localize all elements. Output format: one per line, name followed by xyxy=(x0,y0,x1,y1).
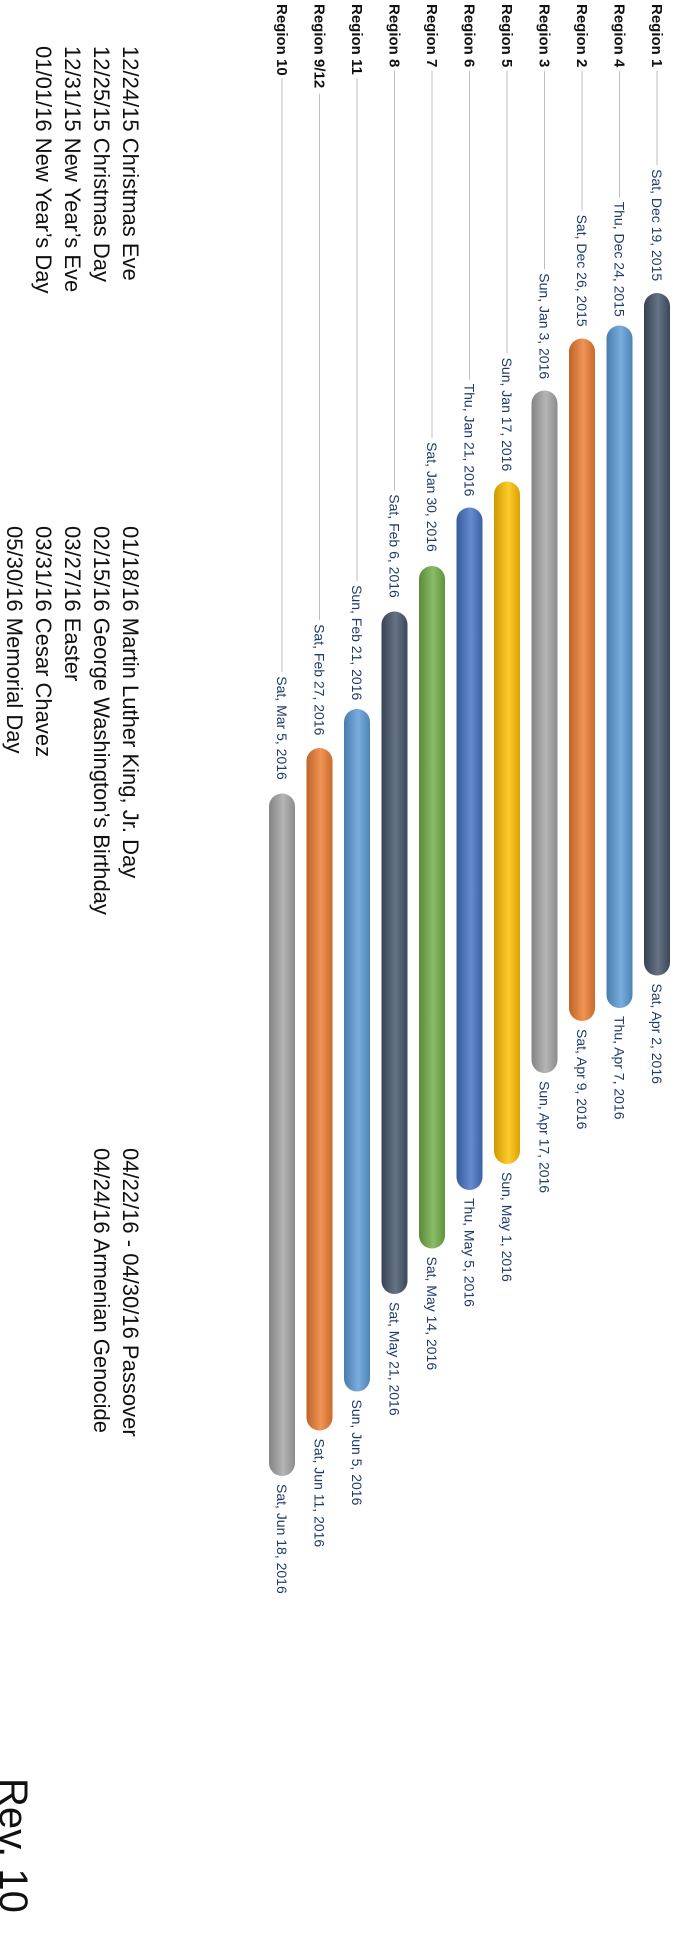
gantt-row: Region 2 Sat, Dec 26, 2015 Sat, Apr 9, 201… xyxy=(569,4,595,1130)
start-date-label: Sat, Dec 19, 2015 xyxy=(649,169,665,281)
gantt-bar xyxy=(419,566,445,1249)
gantt-bar xyxy=(344,709,370,1392)
gantt-row: Region 8 Sat, Feb 6, 2016 Sat, May 21, 201… xyxy=(381,4,408,1416)
start-date-label: Sun, Jan 3, 2016 xyxy=(537,273,553,379)
region-label: Region 7 xyxy=(423,4,440,67)
end-date-label: Thu, May 5, 2016 xyxy=(462,1198,478,1307)
start-date-label: Thu, Jan 21, 2016 xyxy=(462,384,478,497)
end-date-label: Sat, Jun 11, 2016 xyxy=(312,1439,328,1548)
gantt-row: Region 1 Sat, Dec 19, 2015 Sat, Apr 2, 201… xyxy=(644,4,670,1084)
gantt-bar xyxy=(381,611,408,1294)
end-date-label: Sat, Apr 9, 2016 xyxy=(574,1029,590,1130)
start-date-label: Sun, Jan 17, 2016 xyxy=(499,358,515,472)
end-date-label: Sun, Jun 5, 2016 xyxy=(349,1400,365,1506)
gantt-bar xyxy=(569,338,595,1021)
region-label: Region 2 xyxy=(573,4,590,67)
gantt-bar xyxy=(269,793,295,1476)
region-label: Region 6 xyxy=(461,4,478,67)
start-date-label: Sun, Feb 21, 2016 xyxy=(349,585,365,700)
region-label: Region 4 xyxy=(611,4,628,68)
end-date-label: Sun, Apr 17, 2016 xyxy=(537,1081,553,1193)
end-date-label: Thu, Apr 7, 2016 xyxy=(612,1016,628,1120)
start-date-label: Thu, Dec 24, 2015 xyxy=(612,202,628,317)
gantt-bar xyxy=(456,507,483,1190)
region-label: Region 5 xyxy=(498,4,515,67)
start-date-label: Sat, Jan 30, 2016 xyxy=(424,442,440,552)
gantt-row: Region 5 Sun, Jan 17, 2016 Sun, May 1, 201… xyxy=(494,4,520,1282)
end-date-label: Sun, May 1, 2016 xyxy=(499,1172,515,1282)
region-label: Region 8 xyxy=(386,4,403,67)
gantt-row: Region 7 Sat, Jan 30, 2016 Sat, May 14, 20… xyxy=(419,4,445,1370)
region-label: Region 1 xyxy=(648,4,665,67)
gantt-row: Region 6 Thu, Jan 21, 2016 Thu, May 5, 201… xyxy=(456,4,483,1307)
start-date-label: Sat, Dec 26, 2015 xyxy=(574,215,590,327)
start-date-label: Sat, Feb 6, 2016 xyxy=(387,494,403,598)
region-label: Region 9/12 xyxy=(311,4,328,88)
end-date-label: Sat, Apr 2, 2016 xyxy=(649,984,665,1085)
end-date-label: Sat, May 21, 2016 xyxy=(387,1302,403,1416)
gantt-bar xyxy=(306,748,333,1431)
region-label: Region 3 xyxy=(536,4,553,67)
gantt-row: Region 3 Sun, Jan 3, 2016 Sun, Apr 17, 201… xyxy=(531,4,558,1193)
gantt-bar xyxy=(606,325,633,1008)
region-label: Region 10 xyxy=(273,4,290,76)
gantt-bar xyxy=(494,481,520,1164)
gantt-row: Region 11 Sun, Feb 21, 2016 Sun, Jun 5, 20… xyxy=(344,4,370,1506)
gantt-bar xyxy=(531,390,558,1073)
gantt-row: Region 9/12 Sat, Feb 27, 2016 Sat, Jun 11,… xyxy=(306,4,333,1548)
gantt-row: Region 4 Thu, Dec 24, 2015 Thu, Apr 7, 201… xyxy=(606,4,633,1120)
gantt-row: Region 10 Sat, Mar 5, 2016 Sat, Jun 18, 20… xyxy=(269,4,295,1594)
start-date-label: Sat, Feb 27, 2016 xyxy=(312,624,328,736)
end-date-label: Sat, May 14, 2016 xyxy=(424,1257,440,1371)
end-date-label: Sat, Jun 18, 2016 xyxy=(274,1484,290,1594)
start-date-label: Sat, Mar 5, 2016 xyxy=(274,676,290,780)
gantt-bar xyxy=(644,293,670,976)
region-label: Region 11 xyxy=(348,4,365,75)
